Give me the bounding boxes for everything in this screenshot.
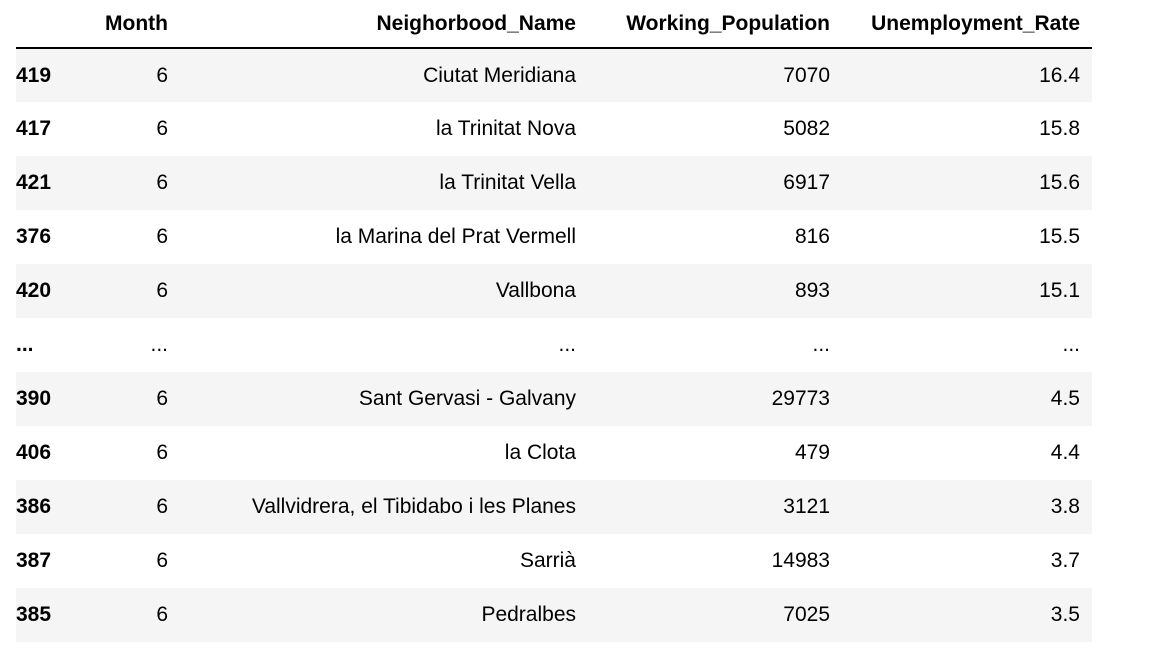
cell-unemployment-rate: 3.8 [1050, 495, 1080, 518]
cell-neighborhood-name: Pedralbes [481, 603, 576, 626]
row-index: 376 [16, 225, 52, 248]
table-row: 419 6 Ciutat Meridiana 7070 16.4 [16, 48, 1092, 102]
cell-unemployment-rate: ... [1062, 333, 1080, 356]
cell-neighborhood-name: Vallbona [495, 279, 576, 302]
cell-working-population: 3121 [783, 495, 830, 518]
cell-neighborhood-name: la Clota [504, 441, 576, 464]
cell-month: 6 [156, 63, 168, 87]
table-row: 385 6 Pedralbes 7025 3.5 [16, 588, 1092, 642]
cell-unemployment-rate: 3.7 [1050, 549, 1080, 572]
cell-unemployment-rate: 15.6 [1039, 171, 1080, 194]
row-index: 420 [16, 279, 52, 302]
table-row: 387 6 Sarrià 14983 3.7 [16, 534, 1092, 588]
header-month: Month [84, 0, 180, 49]
header-neighborhood-name: Neighorbood_Name [180, 0, 588, 49]
cell-neighborhood-name: Sant Gervasi - Galvany [358, 387, 576, 410]
row-index: 385 [16, 603, 52, 626]
header-working-population: Working_Population [588, 0, 842, 49]
cell-working-population: 6917 [783, 171, 830, 194]
cell-neighborhood-name: Ciutat Meridiana [423, 63, 576, 87]
cell-working-population: 816 [794, 225, 830, 248]
cell-working-population: 5082 [783, 117, 830, 140]
table-row: 376 6 la Marina del Prat Vermell 816 15.5 [16, 210, 1092, 264]
cell-unemployment-rate: 15.8 [1039, 117, 1080, 140]
row-index: 386 [16, 495, 52, 518]
cell-working-population: ... [812, 333, 830, 356]
row-index: 417 [16, 117, 52, 140]
cell-working-population: 14983 [771, 549, 830, 572]
table-row: 420 6 Vallbona 893 15.1 [16, 264, 1092, 318]
header-index [16, 0, 84, 49]
row-index: 390 [16, 387, 52, 410]
table-body: 419 6 Ciutat Meridiana 7070 16.4 417 6 la Trini… [16, 48, 1092, 642]
cell-neighborhood-name: la Trinitat Nova [435, 117, 576, 140]
cell-month: 6 [156, 387, 168, 410]
header-unemployment-rate: Unemployment_Rate [842, 0, 1092, 49]
cell-month: 6 [156, 225, 168, 248]
cell-neighborhood-name: ... [558, 333, 576, 356]
cell-month: 6 [156, 441, 168, 464]
cell-unemployment-rate: 4.5 [1050, 387, 1080, 410]
cell-month: 6 [156, 603, 168, 626]
header-row: Month Neighorbood_Name Working_Populatio… [16, 0, 1092, 49]
dataframe-table: Month Neighorbood_Name Working_Populatio… [16, 0, 1092, 642]
cell-working-population: 29773 [771, 387, 830, 410]
cell-month: 6 [156, 279, 168, 302]
table-row: 386 6 Vallvidrera, el Tibidabo i les Plane… [16, 480, 1092, 534]
cell-month: ... [150, 333, 168, 356]
cell-neighborhood-name: Vallvidrera, el Tibidabo i les Planes [251, 495, 576, 518]
cell-working-population: 7025 [783, 603, 830, 626]
cell-unemployment-rate: 15.5 [1039, 225, 1080, 248]
cell-working-population: 479 [794, 441, 830, 464]
cell-month: 6 [156, 495, 168, 518]
row-index: 419 [16, 63, 52, 87]
cell-month: 6 [156, 549, 168, 572]
row-index: 387 [16, 549, 52, 572]
cell-month: 6 [156, 171, 168, 194]
row-index: 421 [16, 171, 52, 194]
cell-neighborhood-name: Sarrià [519, 549, 576, 572]
cell-month: 6 [156, 117, 168, 140]
cell-working-population: 893 [794, 279, 830, 302]
table-header: Month Neighorbood_Name Working_Populatio… [16, 0, 1092, 49]
cell-unemployment-rate: 3.5 [1050, 603, 1080, 626]
row-index: ... [16, 333, 34, 356]
dataframe-output: Month Neighorbood_Name Working_Populatio… [16, 0, 1092, 642]
table-row: 406 6 la Clota 479 4.4 [16, 426, 1092, 480]
table-row: 421 6 la Trinitat Vella 6917 15.6 [16, 156, 1092, 210]
cell-unemployment-rate: 4.4 [1050, 441, 1080, 464]
cell-unemployment-rate: 16.4 [1039, 63, 1080, 87]
cell-unemployment-rate: 15.1 [1039, 279, 1080, 302]
ellipsis-row: ............... [16, 318, 1092, 372]
cell-working-population: 7070 [783, 63, 830, 87]
cell-neighborhood-name: la Marina del Prat Vermell [335, 225, 576, 248]
row-index: 406 [16, 441, 52, 464]
table-row: 390 6 Sant Gervasi - Galvany 29773 4.5 [16, 372, 1092, 426]
cell-neighborhood-name: la Trinitat Vella [439, 171, 576, 194]
table-row: 417 6 la Trinitat Nova 5082 15.8 [16, 102, 1092, 156]
